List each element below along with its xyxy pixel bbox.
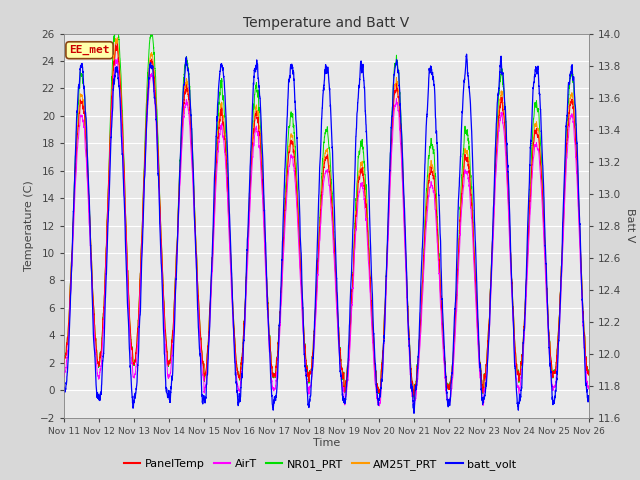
X-axis label: Time: Time xyxy=(313,438,340,448)
Y-axis label: Batt V: Batt V xyxy=(625,208,635,243)
Text: EE_met: EE_met xyxy=(69,45,109,55)
Title: Temperature and Batt V: Temperature and Batt V xyxy=(243,16,410,30)
Y-axis label: Temperature (C): Temperature (C) xyxy=(24,180,34,271)
Legend: PanelTemp, AirT, NR01_PRT, AM25T_PRT, batt_volt: PanelTemp, AirT, NR01_PRT, AM25T_PRT, ba… xyxy=(119,455,521,474)
